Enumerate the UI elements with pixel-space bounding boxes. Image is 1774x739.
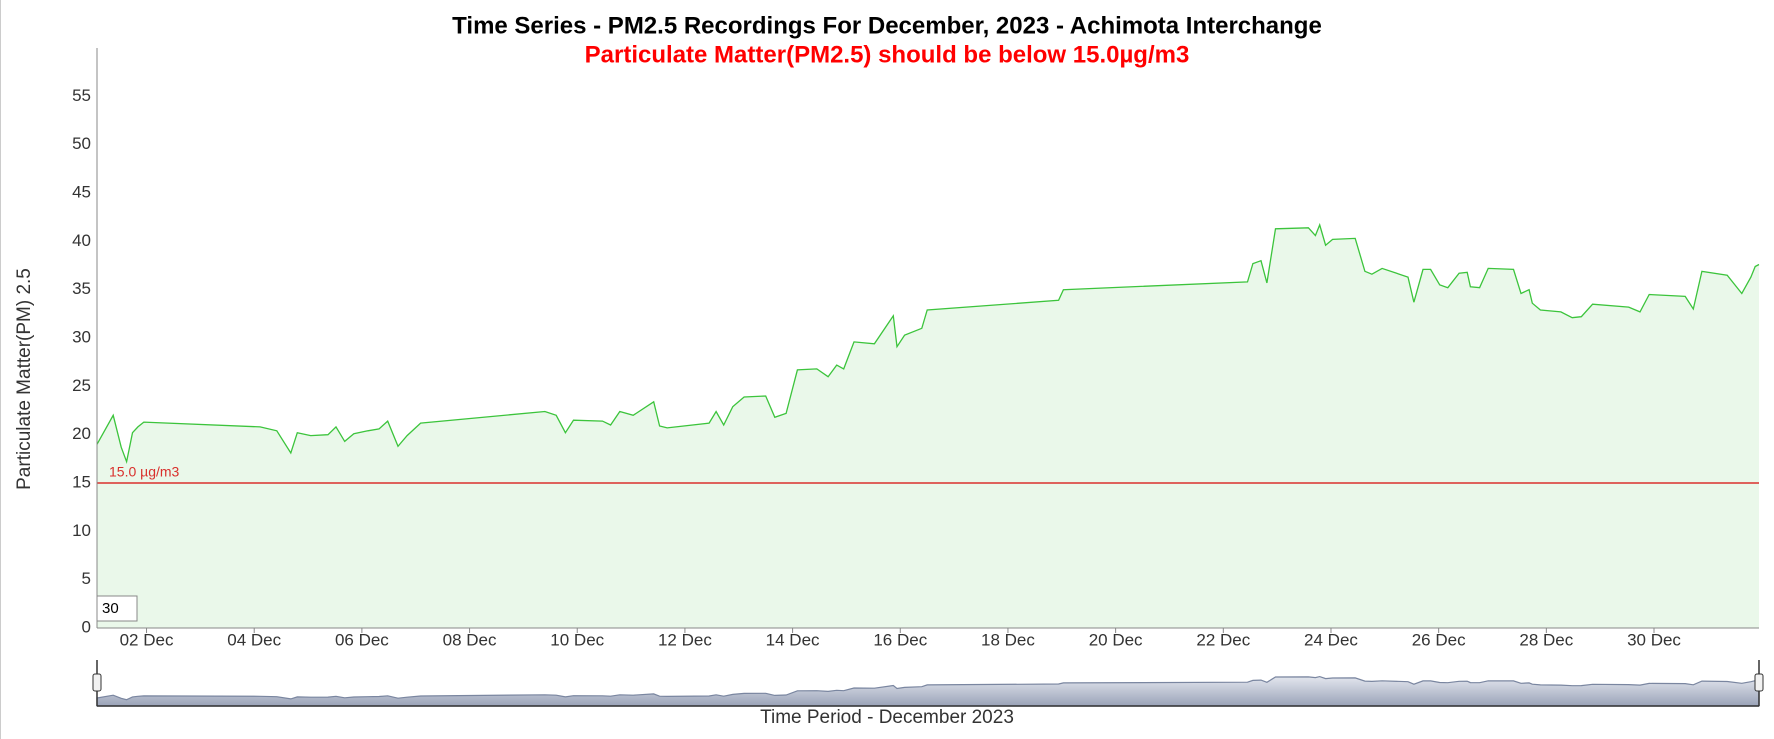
range-input-box [96, 595, 138, 622]
x-tick-label: 08 Dec [443, 630, 497, 649]
navigator-handle [92, 673, 102, 692]
x-tick-label: 30 Dec [1627, 630, 1681, 649]
x-tick-label: 28 Dec [1519, 630, 1573, 649]
x-tick-label: 10 Dec [550, 630, 604, 649]
x-tick-label: 04 Dec [227, 630, 281, 649]
y-tick-label: 35 [72, 279, 91, 298]
y-tick-label: 5 [82, 569, 91, 588]
y-tick-label: 15 [72, 472, 91, 491]
y-tick-label: 45 [72, 182, 91, 201]
x-tick-label: 14 Dec [766, 630, 820, 649]
x-tick-label: 22 Dec [1196, 630, 1250, 649]
x-tick-label: 16 Dec [873, 630, 927, 649]
navigator-area [96, 675, 1760, 707]
line [96, 222, 1760, 465]
x-tick-label: 12 Dec [658, 630, 712, 649]
range-input[interactable]: 30 [102, 600, 119, 617]
y-tick-label: 20 [72, 424, 91, 443]
y-tick-label: 55 [72, 86, 91, 105]
x-tick-label: 26 Dec [1412, 630, 1466, 649]
y-tick-label: 0 [82, 617, 91, 636]
y-axis-label: Particulate Matter(PM) 2.5 [14, 268, 35, 490]
x-tick-label: 24 Dec [1304, 630, 1358, 649]
y-tick-label: 50 [72, 134, 91, 153]
x-tick-label: 06 Dec [335, 630, 389, 649]
y-tick-label: 30 [72, 327, 91, 346]
navigator-handle [1754, 673, 1764, 692]
x-axis-label: Time Period - December 2023 [760, 707, 1014, 728]
chart-subtitle: Particulate Matter(PM2.5) should be belo… [585, 41, 1190, 68]
area [97, 224, 1759, 628]
x-tick-label: 18 Dec [981, 630, 1035, 649]
y-tick-label: 25 [72, 376, 91, 395]
threshold-label: 15.0 µg/m3 [109, 464, 180, 480]
y-tick-label: 40 [72, 231, 91, 250]
x-tick-label: 20 Dec [1089, 630, 1143, 649]
y-tick-label: 10 [72, 521, 91, 540]
x-tick-label: 02 Dec [120, 630, 174, 649]
chart-title: Time Series - PM2.5 Recordings For Decem… [452, 12, 1322, 39]
